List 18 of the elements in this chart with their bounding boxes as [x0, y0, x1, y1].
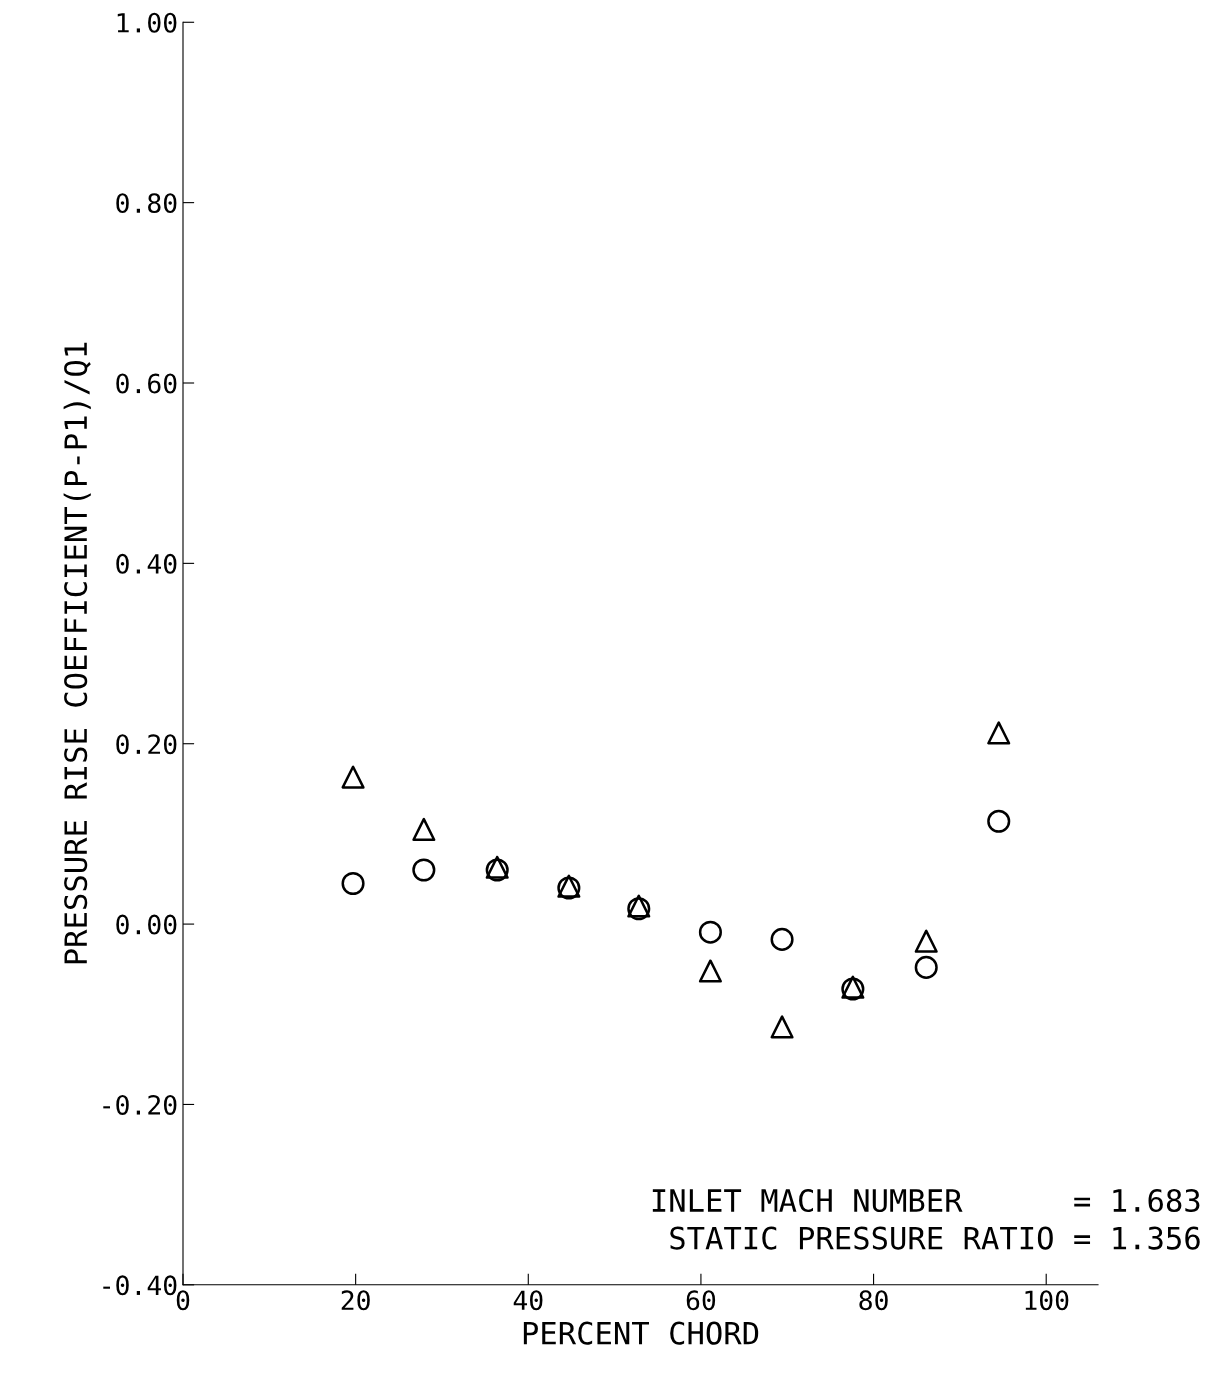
y-tick-label: 0.00 — [116, 914, 177, 935]
y-tick-label: 0.40 — [116, 553, 177, 574]
annotation: INLET MACH NUMBER = 1.683 — [652, 1188, 1200, 1213]
x-axis-title: PERCENT CHORD — [523, 1321, 759, 1345]
y-tick-label: -0.20 — [103, 1094, 177, 1115]
y-tick-label: 0.20 — [116, 734, 177, 755]
x-tick-label: 100 — [1025, 1290, 1069, 1311]
x-tick-label: 0 — [176, 1290, 190, 1311]
x-tick-label: 40 — [513, 1290, 543, 1311]
y-tick-label: -0.40 — [103, 1275, 177, 1296]
x-tick-label: 60 — [686, 1290, 716, 1311]
annotation: STATIC PRESSURE RATIO = 1.356 — [670, 1226, 1200, 1250]
x-tick-label: 20 — [341, 1290, 370, 1311]
y-tick-label: 1.00 — [117, 12, 177, 33]
x-tick-label: 80 — [859, 1290, 888, 1311]
y-tick-label: 0.80 — [116, 193, 177, 214]
y-axis-title: PRESSURE RISE COEFFICIENT(P-P1)/Q1 — [63, 342, 91, 964]
y-tick-label: 0.60 — [116, 373, 177, 394]
